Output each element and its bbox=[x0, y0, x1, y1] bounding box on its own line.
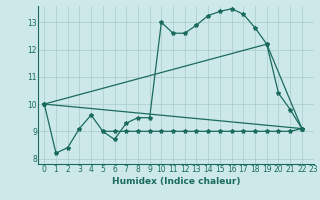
X-axis label: Humidex (Indice chaleur): Humidex (Indice chaleur) bbox=[112, 177, 240, 186]
